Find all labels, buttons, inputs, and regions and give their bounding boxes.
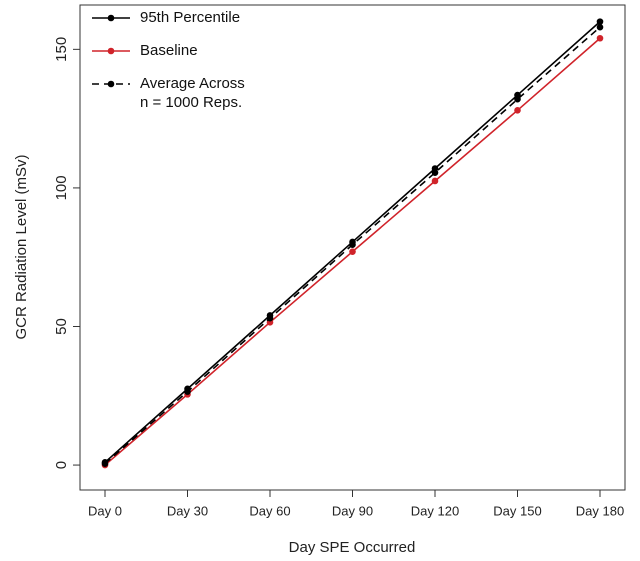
y-tick-label: 50	[53, 318, 70, 335]
y-tick-label: 0	[53, 461, 70, 469]
data-point	[514, 95, 521, 103]
y-tick-label: 150	[53, 37, 70, 62]
x-tick-label: Day 0	[88, 503, 122, 518]
legend-dot	[107, 47, 115, 55]
y-axis-label: GCR Radiation Level (mSv)	[13, 154, 30, 339]
x-tick-label: Day 60	[249, 503, 290, 518]
data-point	[596, 23, 604, 31]
x-tick-label: Day 120	[411, 503, 459, 518]
x-tick-label: Day 90	[332, 503, 373, 518]
legend-label: Baseline	[140, 42, 198, 59]
data-point	[349, 248, 356, 255]
legend-key	[92, 14, 130, 22]
legend-label: 95th Percentile	[140, 9, 241, 26]
data-point	[596, 18, 604, 25]
data-point	[514, 107, 521, 114]
legend-entry: Average Across n = 1000 Reps.	[90, 74, 245, 112]
x-tick-label: Day 150	[493, 503, 541, 518]
data-point	[431, 169, 439, 176]
legend: 95th Percentile Baseline Average Across n …	[90, 8, 245, 126]
legend-key	[92, 80, 130, 88]
data-point	[101, 460, 109, 467]
legend-dot	[107, 14, 115, 22]
data-point	[431, 177, 439, 185]
data-point	[266, 314, 274, 322]
legend-entry: Baseline	[90, 41, 245, 60]
legend-label: Average Across n = 1000 Reps.	[140, 75, 245, 111]
y-tick-label: 100	[53, 175, 70, 200]
legend-entry: 95th Percentile	[90, 8, 245, 27]
legend-dot	[107, 80, 115, 88]
data-point	[596, 34, 604, 42]
legend-key	[92, 47, 130, 55]
x-tick-label: Day 180	[576, 503, 624, 518]
data-point	[349, 241, 356, 249]
x-axis-label: Day SPE Occurred	[289, 539, 416, 556]
x-tick-label: Day 30	[167, 503, 208, 518]
data-point	[184, 388, 191, 395]
